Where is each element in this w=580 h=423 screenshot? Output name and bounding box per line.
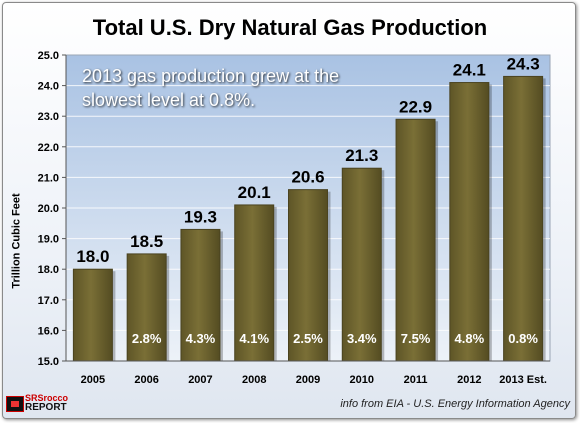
data-label: 18.0: [76, 247, 109, 266]
x-tick-label: 2008: [242, 374, 266, 386]
logo-text: SRSrocco REPORT: [25, 393, 80, 413]
data-label: 21.3: [345, 146, 378, 165]
y-tick-label: 22.0: [38, 142, 59, 154]
bar: [72, 268, 113, 362]
y-tick-label: 24.0: [38, 81, 59, 93]
source-note: info from EIA - U.S. Energy Information …: [340, 398, 570, 410]
x-tick-label: 2010: [350, 374, 374, 386]
data-label: 24.3: [507, 54, 540, 73]
x-tick-label: 2013 Est.: [499, 374, 547, 386]
data-label: 24.1: [453, 61, 486, 80]
growth-label: 2.5%: [293, 331, 323, 346]
data-label: 20.1: [238, 183, 271, 202]
growth-label: 7.5%: [401, 331, 431, 346]
x-tick-label: 2007: [188, 374, 212, 386]
growth-label: 4.8%: [455, 331, 485, 346]
srsrocco-logo: SRSrocco REPORT: [6, 394, 78, 414]
bar: [180, 228, 221, 362]
data-label: 20.6: [291, 168, 324, 187]
chart-annotation: 2013 gas production grew at the slowest …: [82, 66, 340, 110]
logo-line-1: SRSrocco: [25, 393, 69, 403]
chart-title: Total U.S. Dry Natural Gas Production: [92, 15, 488, 40]
growth-label: 4.1%: [239, 331, 269, 346]
data-label: 22.9: [399, 97, 432, 116]
bar: [503, 75, 544, 362]
bar: [288, 189, 328, 362]
logo-line-2: REPORT: [25, 402, 67, 413]
x-tick-label: 2009: [296, 374, 320, 386]
y-tick-label: 21.0: [38, 172, 59, 184]
y-tick-label: 17.0: [38, 295, 59, 307]
x-tick-label: 2005: [81, 374, 105, 386]
x-tick-label: 2011: [404, 374, 428, 386]
y-tick-label: 25.0: [38, 50, 59, 62]
x-tick-label: 2012: [457, 374, 481, 386]
y-tick-label: 20.0: [38, 203, 59, 215]
bar: [341, 167, 382, 362]
growth-label: 2.8%: [132, 331, 162, 346]
bar: [449, 82, 490, 362]
y-tick-label: 19.0: [38, 234, 59, 246]
y-tick-label: 16.0: [38, 325, 59, 337]
growth-label: 4.3%: [186, 331, 216, 346]
bar: [234, 204, 275, 362]
y-tick-label: 15.0: [38, 356, 59, 368]
y-tick-label: 18.0: [38, 264, 59, 276]
logo-icon: [6, 396, 24, 412]
growth-label: 3.4%: [347, 331, 377, 346]
data-label: 18.5: [130, 232, 163, 251]
data-label: 19.3: [184, 207, 217, 226]
x-tick-label: 2006: [134, 374, 158, 386]
bar: [126, 253, 167, 362]
y-tick-label: 23.0: [38, 111, 59, 123]
bar: [395, 118, 436, 362]
growth-label: 0.8%: [508, 331, 538, 346]
